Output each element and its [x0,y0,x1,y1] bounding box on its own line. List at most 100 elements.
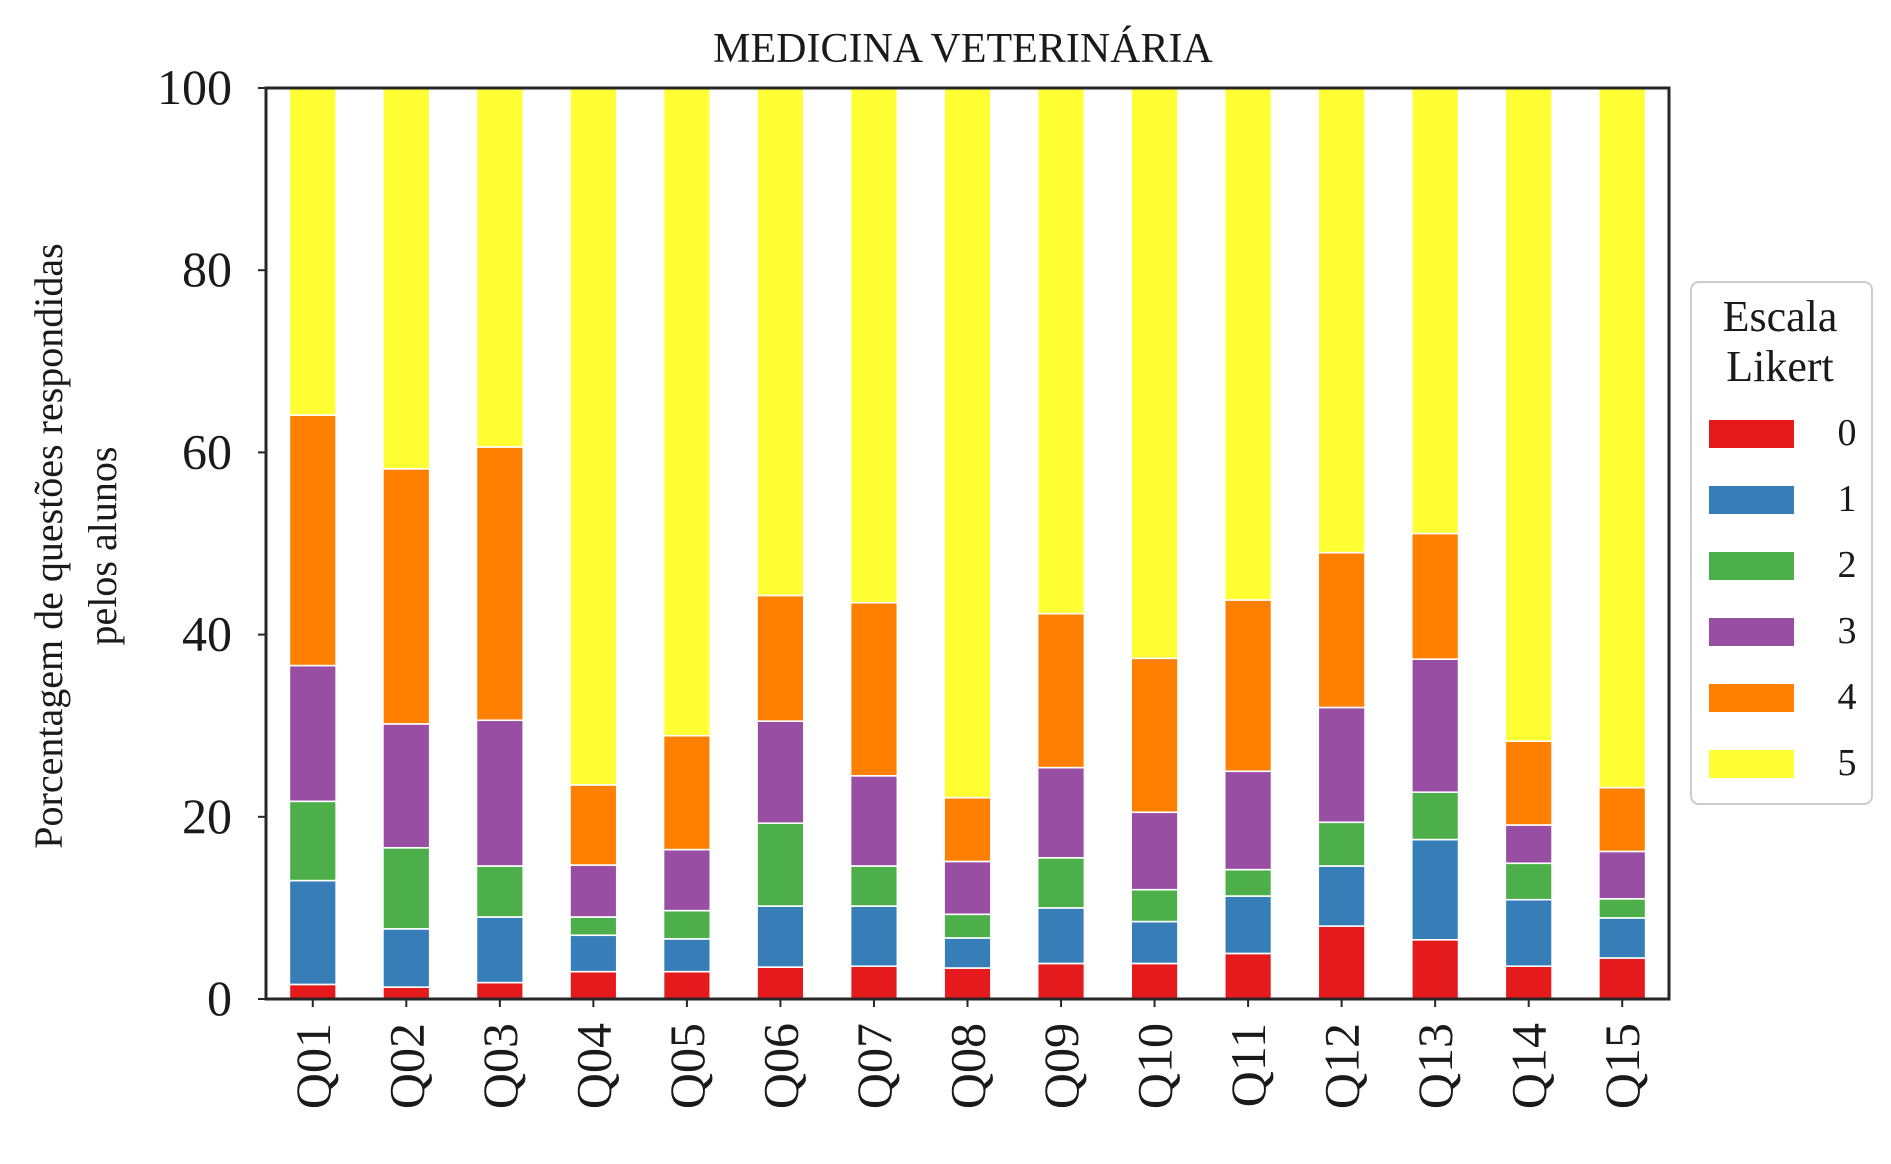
legend-label-5: 5 [1838,742,1857,784]
bar-q14-level-2 [1504,862,1553,901]
x-tick-label-q15: Q15 [1594,1023,1650,1109]
bar-q01-level-0 [288,983,337,1000]
bar-q10-level-5 [1130,87,1179,660]
bar-q09-level-5 [1036,87,1086,615]
legend-label-0: 0 [1838,412,1857,454]
x-tick-label-q02: Q02 [378,1023,434,1109]
bar-q14-level-0 [1504,965,1553,1000]
bar-q06-level-5 [756,87,805,597]
bars-group [288,87,1647,1000]
bar-q13-level-5 [1410,87,1460,535]
bar-q02-level-1 [382,928,431,988]
bar-q11-level-0 [1223,952,1273,1000]
bar-q01-level-1 [288,879,337,986]
bar-q08-level-2 [943,913,992,939]
bar-q05-level-2 [662,909,712,940]
bar-q06-level-4 [756,594,805,722]
legend-swatch-1 [1709,486,1794,514]
legend-swatch-4 [1709,684,1794,712]
x-tick-label-q04: Q04 [565,1023,621,1109]
bar-q14-level-4 [1504,740,1553,826]
bar-q04-level-5 [569,87,618,786]
legend-label-4: 4 [1838,676,1857,718]
y-tick-label-100: 100 [157,59,232,115]
bar-q11-level-2 [1223,868,1273,897]
bar-q11-level-4 [1223,599,1273,773]
bar-q03-level-0 [475,981,525,1000]
x-tick-label-q12: Q12 [1314,1023,1370,1109]
bar-q08-level-4 [943,796,992,863]
y-tick-label-20: 20 [182,788,232,844]
bar-q14-level-3 [1504,824,1553,865]
bar-q03-level-4 [475,446,525,722]
bar-q06-level-0 [756,966,805,1000]
bar-q15-level-0 [1598,957,1647,1000]
bar-q15-level-1 [1598,917,1647,959]
legend-label-3: 3 [1838,610,1857,652]
bar-q05-level-4 [662,734,712,851]
bar-q08-level-1 [943,937,992,969]
bar-q12-level-1 [1317,865,1366,927]
bar-q12-level-0 [1317,925,1366,1000]
x-tick-label-q09: Q09 [1033,1023,1089,1109]
bar-q10-level-4 [1130,657,1179,814]
x-tick-label-q08: Q08 [940,1023,996,1109]
bar-q07-level-2 [849,865,899,907]
bar-q13-level-1 [1410,838,1460,941]
bar-q03-level-1 [475,916,525,984]
bar-q02-level-4 [382,467,431,725]
bar-q10-level-3 [1130,811,1179,891]
legend-swatch-3 [1709,618,1794,646]
bar-q08-level-5 [943,87,992,799]
legend-swatch-0 [1709,420,1794,448]
legend-title-line-2: Likert [1726,342,1834,391]
bar-q02-level-2 [382,846,431,930]
x-tick-label-q07: Q07 [846,1023,902,1109]
bar-q03-level-2 [475,865,525,918]
bar-q07-level-0 [849,965,899,1000]
bar-q06-level-2 [756,822,805,907]
bar-q13-level-4 [1410,532,1460,660]
bar-q08-level-0 [943,967,992,1000]
bar-q05-level-1 [662,938,712,973]
legend-label-2: 2 [1838,544,1857,586]
legend-title-line-1: Escala [1723,292,1838,341]
bar-q12-level-3 [1317,706,1366,824]
bar-q05-level-3 [662,848,712,912]
plot-frame [264,86,1671,1001]
bar-q07-level-3 [849,775,899,867]
bar-q06-level-3 [756,720,805,824]
bar-q01-level-4 [288,414,337,667]
x-tick-label-q10: Q10 [1127,1023,1183,1109]
y-axis-label-line-2: pelos alunos [80,447,125,646]
bar-q13-level-3 [1410,658,1460,794]
x-axis: Q01 Q02 Q03 Q04 Q05 Q06 Q07 Q08 Q09 Q10 Q11 Q12 Q13 Q… [285,999,1650,1109]
y-tick-label-40: 40 [182,606,232,662]
x-tick-label-q14: Q14 [1501,1023,1557,1109]
x-tick-label-q03: Q03 [472,1023,528,1109]
bar-q01-level-2 [288,800,337,882]
bar-q02-level-5 [382,87,431,470]
y-tick-label-0: 0 [207,970,232,1026]
bar-q09-level-4 [1036,612,1086,769]
bar-q13-level-2 [1410,791,1460,841]
bar-q09-level-2 [1036,856,1086,909]
bar-q11-level-1 [1223,895,1273,955]
bar-q15-level-3 [1598,850,1647,900]
bar-q09-level-1 [1036,907,1086,965]
bar-q02-level-3 [382,723,431,849]
y-tick-label-80: 80 [182,241,232,297]
legend-label-1: 1 [1838,478,1857,520]
x-tick-label-q11: Q11 [1220,1023,1276,1107]
x-tick-label-q01: Q01 [285,1023,341,1109]
legend-frame [1690,281,1873,805]
bar-q09-level-0 [1036,962,1086,1000]
bar-q01-level-3 [288,664,337,803]
bar-q05-level-0 [662,970,712,1000]
bar-q07-level-4 [849,601,899,777]
bar-q12-level-4 [1317,551,1366,709]
bar-q13-level-0 [1410,938,1460,1000]
